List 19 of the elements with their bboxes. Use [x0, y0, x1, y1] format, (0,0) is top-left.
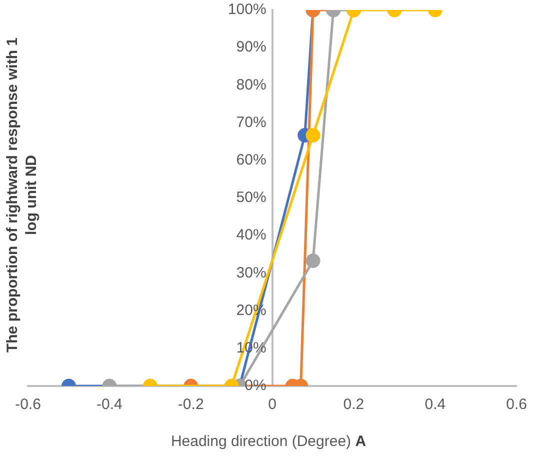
y-axis-title: The proportion of rightward response with 1 log unit ND [3, 36, 41, 355]
x-tick-label: -0.2 [178, 396, 204, 414]
y-tick-label: 90% [236, 38, 266, 56]
x-tick-label: 0.6 [506, 396, 528, 414]
x-axis-title: Heading direction (Degree) [170, 433, 352, 450]
y-tick-label: 30% [236, 264, 266, 282]
y-tick-label: 50% [236, 189, 266, 206]
y-tick-label: 60% [236, 152, 266, 169]
y-tick-label: 100% [228, 1, 266, 18]
y-tick-label: 80% [236, 76, 266, 94]
x-tick-label: 0.4 [424, 396, 446, 414]
text: A [355, 433, 366, 450]
x-tick-label: -0.4 [96, 396, 122, 414]
x-tick-label: 0.2 [343, 396, 364, 414]
x-tick-label: -0.6 [15, 396, 41, 414]
point [306, 128, 320, 142]
y-tick-label: 40% [236, 226, 266, 244]
y-tick-label: 70% [236, 114, 266, 131]
x-tick-label: 0 [268, 396, 276, 414]
